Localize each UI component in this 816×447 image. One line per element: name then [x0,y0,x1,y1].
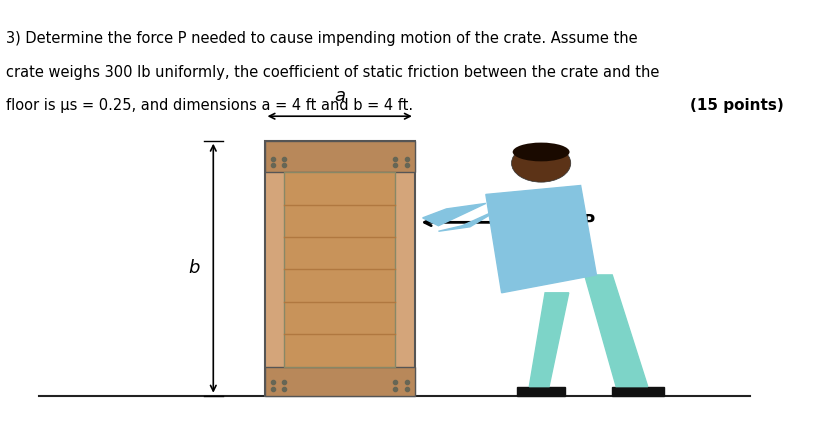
Text: P: P [582,213,594,232]
Polygon shape [584,275,648,387]
Text: a: a [335,87,345,105]
Bar [264,141,415,396]
Text: crate weighs 300 lb uniformly, the coefficient of static friction between the cr: crate weighs 300 lb uniformly, the coeff… [7,65,659,80]
Bar [264,367,415,396]
Bar [285,172,395,367]
Polygon shape [530,293,569,387]
Polygon shape [612,387,663,396]
Text: floor is μs = 0.25, and dimensions a = 4 ft and b = 4 ft.: floor is μs = 0.25, and dimensions a = 4… [7,98,414,114]
Ellipse shape [512,143,570,161]
Bar [264,141,415,172]
Polygon shape [423,203,486,226]
Polygon shape [438,208,502,231]
Ellipse shape [512,144,570,182]
Text: b: b [188,259,199,277]
Text: 3) Determine the force P needed to cause impending motion of the crate. Assume t: 3) Determine the force P needed to cause… [7,31,638,46]
Text: (15 points): (15 points) [690,98,783,114]
Polygon shape [517,387,565,396]
Polygon shape [486,186,596,293]
